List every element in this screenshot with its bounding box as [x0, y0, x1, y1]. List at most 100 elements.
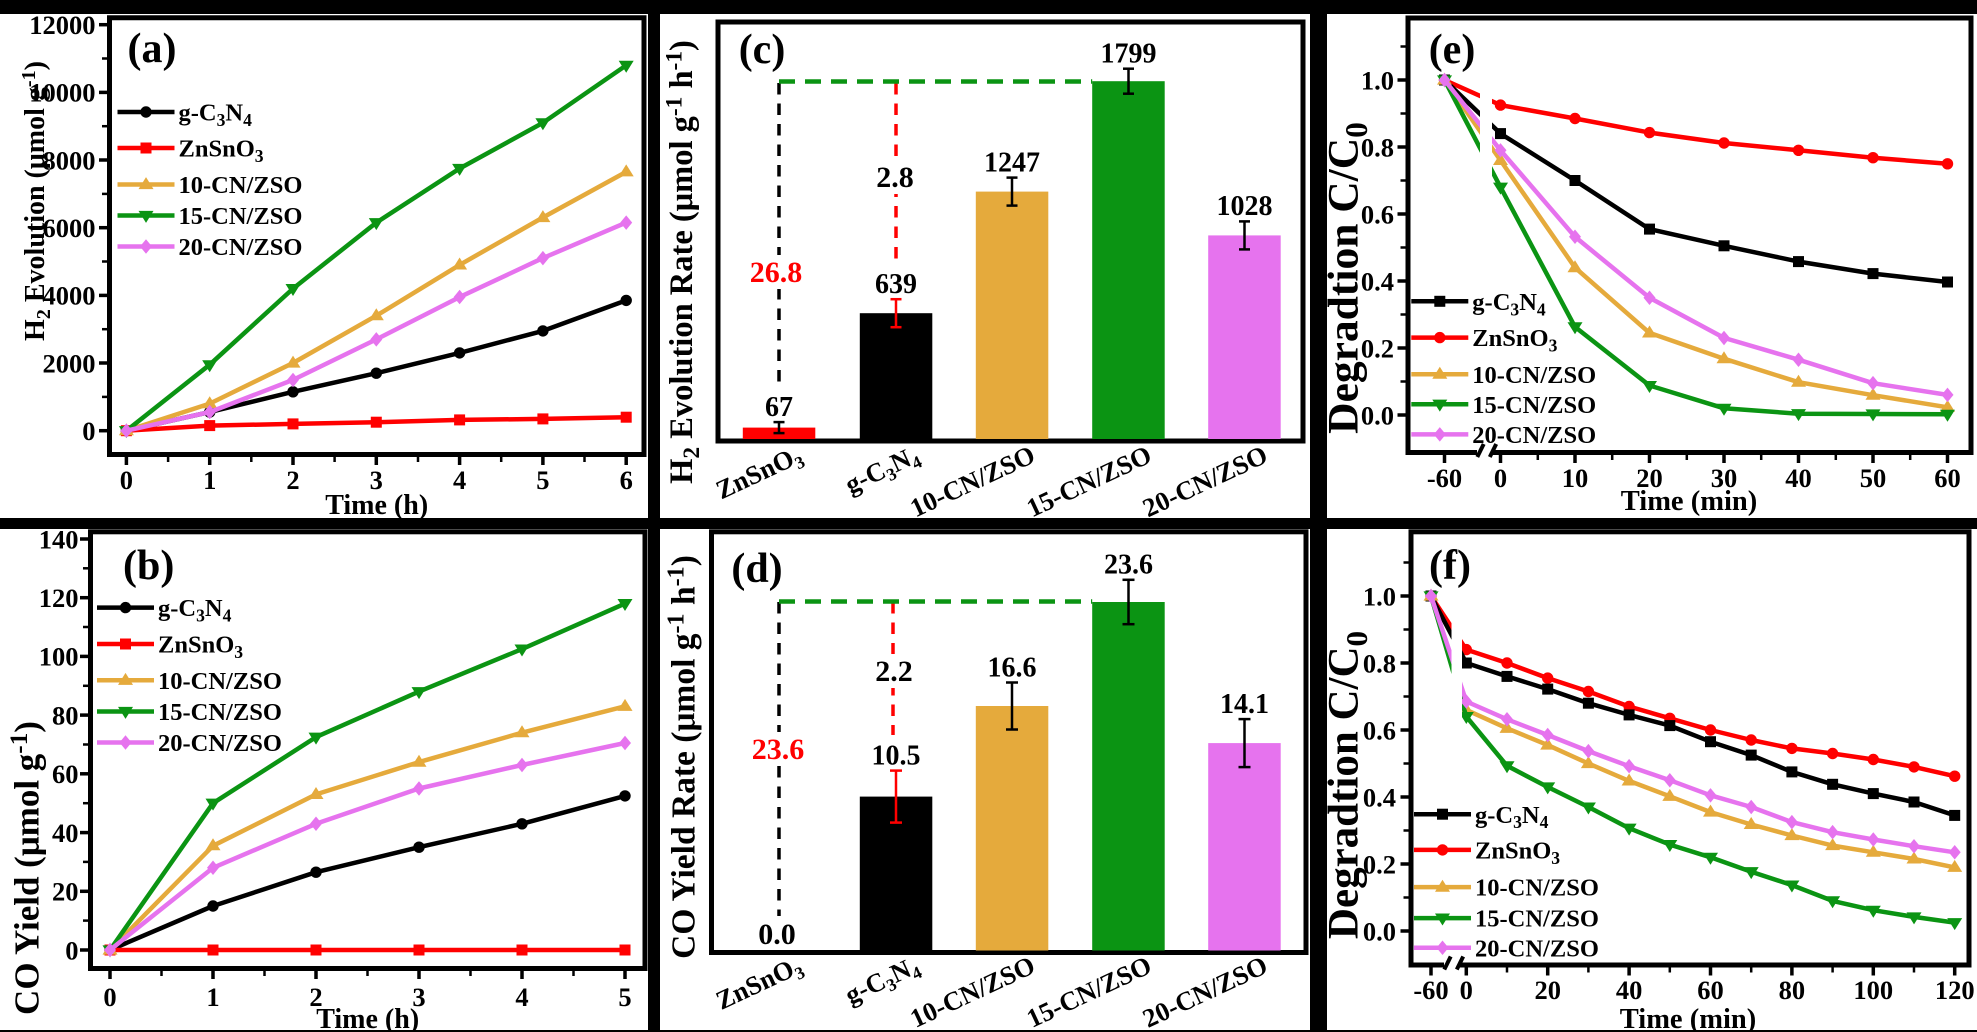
- svg-text:8000: 8000: [43, 145, 96, 175]
- svg-text:100: 100: [39, 642, 79, 672]
- svg-text:10: 10: [1562, 463, 1589, 493]
- svg-text:0.0: 0.0: [1363, 916, 1396, 946]
- svg-text:20-CN/ZSO: 20-CN/ZSO: [1472, 422, 1596, 449]
- svg-text:20: 20: [52, 877, 79, 907]
- svg-text:20-CN/ZSO: 20-CN/ZSO: [158, 730, 282, 757]
- svg-text:0.8: 0.8: [1363, 648, 1396, 678]
- svg-text:4: 4: [453, 465, 466, 495]
- svg-text:10000: 10000: [29, 78, 95, 108]
- svg-text:10.5: 10.5: [872, 740, 921, 771]
- svg-text:ZnSnO3​: ZnSnO3​: [179, 136, 264, 166]
- svg-text:6: 6: [620, 465, 633, 495]
- svg-text:0.0: 0.0: [1361, 400, 1394, 430]
- svg-text:5: 5: [618, 982, 631, 1012]
- svg-text:40: 40: [1616, 975, 1643, 1005]
- svg-text:5: 5: [536, 465, 549, 495]
- svg-text:0.0: 0.0: [758, 918, 796, 951]
- svg-text:1: 1: [206, 982, 219, 1012]
- svg-text:20-CN/ZSO: 20-CN/ZSO: [179, 234, 303, 261]
- svg-text:0: 0: [82, 416, 95, 446]
- svg-text:CO Yield (μmol g-1​): CO Yield (μmol g-1​): [6, 721, 47, 1015]
- svg-text:H2​ Evolution (μmol g-1​): H2​ Evolution (μmol g-1​): [18, 61, 55, 341]
- svg-text:Degradtion C/C0​: Degradtion C/C0​: [1320, 122, 1375, 434]
- svg-text:1.0: 1.0: [1361, 65, 1394, 95]
- svg-text:1028: 1028: [1217, 191, 1273, 222]
- svg-text:14.1: 14.1: [1220, 689, 1269, 720]
- svg-text:80: 80: [1779, 975, 1806, 1005]
- svg-text:10-CN/ZSO: 10-CN/ZSO: [1475, 875, 1599, 902]
- svg-text:(c): (c): [739, 27, 786, 73]
- svg-text:g-C3​N4​: g-C3​N4​: [179, 100, 253, 130]
- svg-text:10-CN/ZSO: 10-CN/ZSO: [158, 668, 282, 695]
- svg-text:10-CN/ZSO: 10-CN/ZSO: [179, 172, 303, 199]
- svg-text:0: 0: [103, 982, 116, 1012]
- svg-text:0.6: 0.6: [1363, 715, 1396, 745]
- svg-text:Time (min): Time (min): [1621, 486, 1757, 517]
- svg-text:Time (h): Time (h): [316, 1004, 419, 1032]
- svg-text:6000: 6000: [43, 213, 96, 243]
- svg-text:2.2: 2.2: [875, 655, 913, 688]
- svg-text:12000: 12000: [29, 10, 95, 40]
- svg-text:Time (h): Time (h): [325, 490, 428, 521]
- svg-text:100: 100: [1853, 975, 1893, 1005]
- svg-text:ZnSnO3​: ZnSnO3​: [1472, 325, 1557, 355]
- svg-text:0: 0: [1460, 975, 1473, 1005]
- svg-text:ZnSnO3​: ZnSnO3​: [1475, 838, 1560, 868]
- svg-text:20: 20: [1534, 975, 1561, 1005]
- svg-text:g-C3​N4​: g-C3​N4​: [158, 595, 232, 625]
- svg-text:120: 120: [1935, 975, 1975, 1005]
- svg-text:2000: 2000: [43, 348, 96, 378]
- svg-text:20: 20: [1636, 463, 1663, 493]
- svg-text:15-CN/ZSO: 15-CN/ZSO: [179, 203, 303, 230]
- svg-text:(a): (a): [128, 26, 177, 72]
- svg-text:-60: -60: [1413, 975, 1448, 1005]
- svg-text:2: 2: [286, 465, 299, 495]
- svg-text:1.0: 1.0: [1363, 581, 1396, 611]
- svg-text:4000: 4000: [43, 281, 96, 311]
- svg-text:2: 2: [309, 982, 322, 1012]
- svg-text:g-C3​N4​: g-C3​N4​: [1475, 802, 1549, 832]
- svg-text:0.4: 0.4: [1361, 266, 1394, 296]
- svg-text:23.6: 23.6: [1104, 550, 1153, 581]
- svg-text:(b): (b): [123, 543, 174, 589]
- svg-text:(d): (d): [731, 546, 782, 592]
- svg-text:50: 50: [1860, 463, 1887, 493]
- svg-text:15-CN/ZSO: 15-CN/ZSO: [1475, 906, 1599, 933]
- svg-text:40: 40: [1785, 463, 1812, 493]
- svg-text:3: 3: [370, 465, 383, 495]
- svg-text:60: 60: [1934, 463, 1961, 493]
- svg-text:23.6: 23.6: [752, 733, 805, 766]
- svg-text:2.8: 2.8: [876, 161, 914, 194]
- svg-text:16.6: 16.6: [988, 652, 1037, 683]
- svg-text:120: 120: [39, 583, 79, 613]
- svg-text:60: 60: [1697, 975, 1724, 1005]
- svg-text:(e): (e): [1429, 27, 1476, 73]
- svg-text:(f): (f): [1429, 543, 1471, 589]
- svg-text:60: 60: [52, 759, 79, 789]
- svg-text:20-CN/ZSO: 20-CN/ZSO: [1475, 935, 1599, 962]
- svg-text:1247: 1247: [984, 147, 1040, 178]
- svg-text:ZnSnO3​: ZnSnO3​: [158, 632, 243, 662]
- svg-text:10-CN/ZSO: 10-CN/ZSO: [1472, 362, 1596, 389]
- svg-text:0: 0: [65, 935, 78, 965]
- svg-text:0.6: 0.6: [1361, 199, 1394, 229]
- svg-text:26.8: 26.8: [750, 256, 803, 289]
- svg-text:g-C3​N4​: g-C3​N4​: [1472, 289, 1546, 319]
- svg-text:639: 639: [875, 269, 917, 300]
- svg-text:15-CN/ZSO: 15-CN/ZSO: [1472, 392, 1596, 419]
- svg-text:-60: -60: [1427, 463, 1462, 493]
- svg-text:1799: 1799: [1101, 39, 1157, 70]
- svg-text:0: 0: [1494, 463, 1507, 493]
- svg-text:0.4: 0.4: [1363, 782, 1396, 812]
- svg-text:15-CN/ZSO: 15-CN/ZSO: [158, 699, 282, 726]
- svg-text:1: 1: [203, 465, 216, 495]
- svg-text:Time (min): Time (min): [1620, 1004, 1756, 1032]
- svg-text:67: 67: [765, 392, 793, 423]
- svg-text:40: 40: [52, 818, 79, 848]
- svg-text:0: 0: [120, 465, 133, 495]
- svg-text:0.2: 0.2: [1361, 333, 1394, 363]
- svg-text:140: 140: [39, 524, 79, 554]
- svg-text:30: 30: [1711, 463, 1738, 493]
- svg-text:80: 80: [52, 700, 79, 730]
- svg-text:4: 4: [515, 982, 528, 1012]
